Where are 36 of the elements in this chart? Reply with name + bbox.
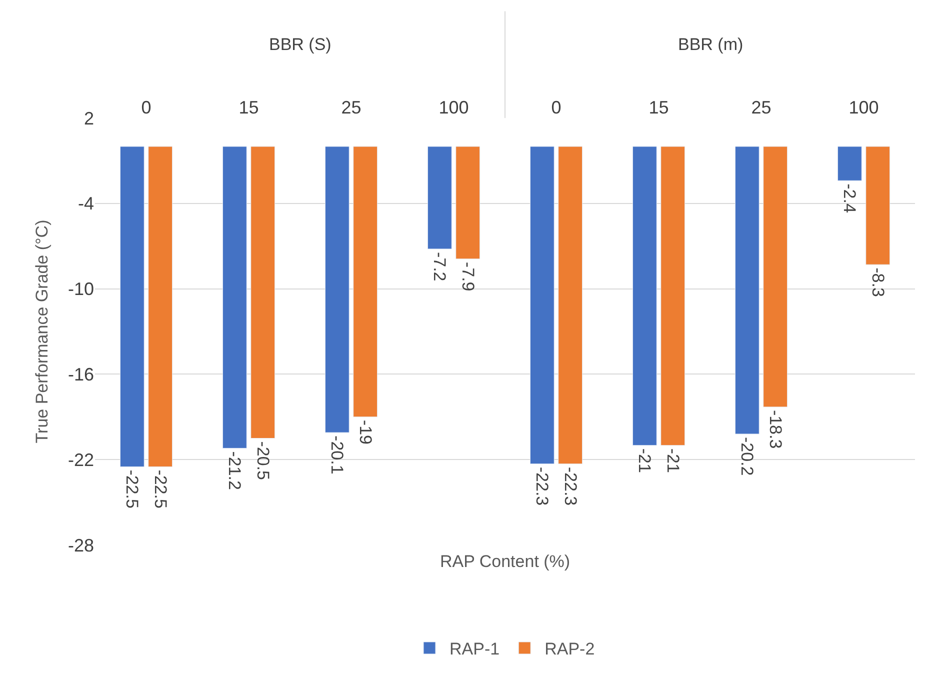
y-tick-label: 2 bbox=[84, 108, 94, 128]
data-label: -2.4 bbox=[840, 184, 860, 213]
y-tick-label: -16 bbox=[68, 364, 94, 384]
text: BBR (S) bbox=[269, 35, 332, 54]
data-label: -22.5 bbox=[122, 470, 142, 508]
y-tick-label: -4 bbox=[78, 194, 94, 214]
x-tick-label: 15 bbox=[648, 97, 669, 118]
data-label: -22.3 bbox=[532, 466, 552, 506]
data-label: -21 bbox=[635, 448, 654, 473]
data-label: -7.2 bbox=[430, 252, 450, 282]
x-tick-label: 100 bbox=[438, 97, 469, 118]
data-label: -22.5 bbox=[150, 470, 170, 508]
x-tick-label: 100 bbox=[848, 97, 879, 118]
x-tick-label: 0 bbox=[551, 97, 562, 118]
x-tick-label: 15 bbox=[238, 97, 259, 118]
y-axis-title: True Performance Grade (°C) bbox=[32, 220, 52, 444]
data-label: -21.2 bbox=[225, 451, 244, 490]
data-label: -20.2 bbox=[738, 436, 757, 476]
data-label: -21 bbox=[663, 448, 682, 473]
y-tick-label: -28 bbox=[68, 535, 94, 556]
legend-label: RAP-1 bbox=[450, 640, 500, 659]
data-label: -22.3 bbox=[560, 466, 580, 506]
x-tick-label: 25 bbox=[341, 97, 362, 118]
data-label: -8.3 bbox=[868, 268, 888, 297]
data-label: -7.9 bbox=[458, 262, 478, 292]
x-tick-label: 0 bbox=[141, 97, 152, 118]
x-tick-label: 25 bbox=[751, 97, 772, 118]
text: BBR (m) bbox=[678, 35, 744, 54]
y-tick-label: -22 bbox=[68, 450, 94, 470]
legend-label: RAP-2 bbox=[544, 640, 595, 659]
x-axis-title: RAP Content (%) bbox=[440, 552, 570, 571]
data-label: -20.1 bbox=[328, 436, 347, 474]
data-label: -20.5 bbox=[253, 441, 272, 480]
data-label: -19 bbox=[356, 420, 375, 444]
y-tick-label: -10 bbox=[68, 279, 94, 300]
data-label: -18.3 bbox=[766, 410, 785, 449]
